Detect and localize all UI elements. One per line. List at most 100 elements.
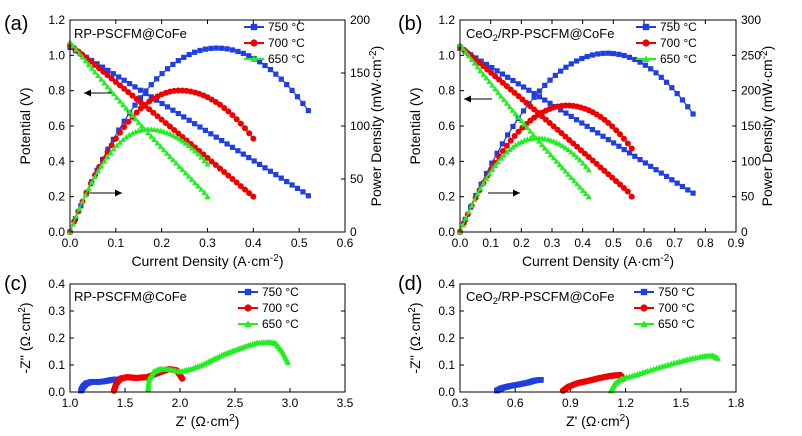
x-tick-label: 2.5 bbox=[227, 396, 244, 410]
power-point bbox=[609, 123, 616, 130]
y-tick-label: 0.0 bbox=[48, 385, 65, 399]
power-point bbox=[176, 135, 183, 142]
chart-title: RP-PSCFM@CoFe bbox=[74, 289, 187, 304]
iv-point bbox=[188, 176, 195, 182]
legend-entry: 650 °C bbox=[268, 52, 305, 66]
power-point bbox=[494, 150, 500, 156]
power-point bbox=[185, 142, 192, 148]
y-tick-label: 1.2 bbox=[438, 13, 455, 27]
power-point bbox=[229, 47, 236, 53]
iv-point bbox=[632, 153, 638, 159]
series-2 bbox=[144, 338, 292, 392]
iv-point bbox=[105, 67, 111, 74]
power-point bbox=[186, 51, 192, 58]
power-point bbox=[459, 221, 466, 228]
iv-point bbox=[541, 145, 548, 151]
iv-point bbox=[182, 170, 189, 176]
power-point bbox=[589, 52, 596, 58]
x-axis-label: Current Density (A·cm-2) bbox=[522, 253, 674, 269]
iv-point bbox=[171, 127, 178, 134]
iv-point bbox=[679, 183, 686, 190]
iv-point bbox=[616, 143, 622, 149]
iv-point bbox=[132, 84, 138, 90]
iv-point bbox=[224, 141, 230, 147]
power-point bbox=[294, 94, 301, 100]
iv-point bbox=[108, 75, 115, 82]
y2-tick-label: 250 bbox=[741, 48, 761, 62]
iv-point bbox=[518, 117, 525, 124]
iv-point bbox=[110, 90, 117, 97]
x-tick-label: 3.0 bbox=[282, 396, 299, 410]
y2-tick-label: 0 bbox=[350, 225, 357, 239]
iv-point bbox=[92, 62, 98, 69]
iv-point bbox=[132, 115, 139, 122]
panel-label: (a) bbox=[4, 13, 28, 35]
iv-point bbox=[637, 157, 643, 163]
y-axis-label: -Z'' (Ω·cm2) bbox=[17, 302, 33, 373]
power-point bbox=[170, 61, 176, 68]
power-point bbox=[132, 102, 138, 108]
power-point bbox=[126, 132, 133, 138]
iv-point bbox=[550, 155, 557, 161]
legend-entry: 700 °C bbox=[660, 36, 697, 50]
iv-point bbox=[511, 89, 518, 96]
power-point bbox=[642, 62, 648, 68]
y-tick-label: 0.6 bbox=[48, 119, 65, 133]
x-tick-label: 0.3 bbox=[544, 236, 561, 250]
iv-point bbox=[477, 67, 484, 74]
iv-point bbox=[499, 71, 505, 77]
power-point bbox=[653, 70, 659, 76]
power-point bbox=[88, 179, 95, 185]
iv-point bbox=[669, 177, 675, 183]
power-point bbox=[556, 141, 563, 147]
power-point bbox=[628, 145, 635, 152]
iv-point bbox=[195, 183, 202, 189]
power-point bbox=[605, 50, 611, 56]
iv-point bbox=[538, 141, 545, 148]
iv-point bbox=[133, 96, 140, 103]
y-tick-label: 1.2 bbox=[48, 13, 65, 27]
iv-point bbox=[138, 122, 145, 129]
iv-point bbox=[579, 187, 586, 193]
y-tick-label: 1.0 bbox=[48, 48, 65, 62]
power-point bbox=[229, 112, 236, 119]
power-point bbox=[462, 215, 469, 221]
iv-point bbox=[219, 137, 225, 144]
iv-point bbox=[229, 176, 236, 183]
y2-tick-label: 50 bbox=[741, 190, 755, 204]
iv-point bbox=[519, 96, 526, 103]
iv-point bbox=[524, 124, 531, 131]
iv-point bbox=[542, 97, 548, 103]
iv-point bbox=[117, 98, 123, 104]
x-tick-label: 0.1 bbox=[482, 236, 499, 250]
power-point bbox=[468, 202, 475, 208]
y-axis-label: -Z'' (Ω·cm2) bbox=[407, 302, 423, 373]
iv-point bbox=[305, 193, 311, 199]
power-point bbox=[547, 77, 553, 83]
iv-point bbox=[584, 123, 590, 129]
power-point bbox=[201, 157, 208, 163]
iv-point bbox=[76, 50, 83, 56]
power-point bbox=[188, 145, 195, 151]
power-point bbox=[73, 213, 80, 219]
plot-frame bbox=[69, 19, 346, 233]
iv-point bbox=[233, 179, 240, 186]
iv-point bbox=[480, 71, 487, 77]
power-point bbox=[584, 53, 590, 60]
power-point bbox=[562, 144, 569, 151]
iv-point bbox=[101, 80, 108, 86]
power-point bbox=[237, 120, 244, 127]
power-point bbox=[82, 191, 89, 198]
legend-marker bbox=[640, 288, 648, 296]
legend-marker bbox=[250, 39, 258, 47]
iv-point bbox=[145, 129, 152, 136]
iv-point bbox=[159, 100, 165, 107]
iv-point bbox=[663, 173, 670, 180]
iv-point bbox=[628, 193, 635, 200]
power-point bbox=[573, 58, 580, 64]
power-point bbox=[507, 137, 514, 144]
iv-point bbox=[611, 140, 617, 146]
iv-point bbox=[104, 72, 111, 79]
iv-point bbox=[465, 52, 472, 59]
y2-tick-label: 200 bbox=[741, 84, 761, 98]
